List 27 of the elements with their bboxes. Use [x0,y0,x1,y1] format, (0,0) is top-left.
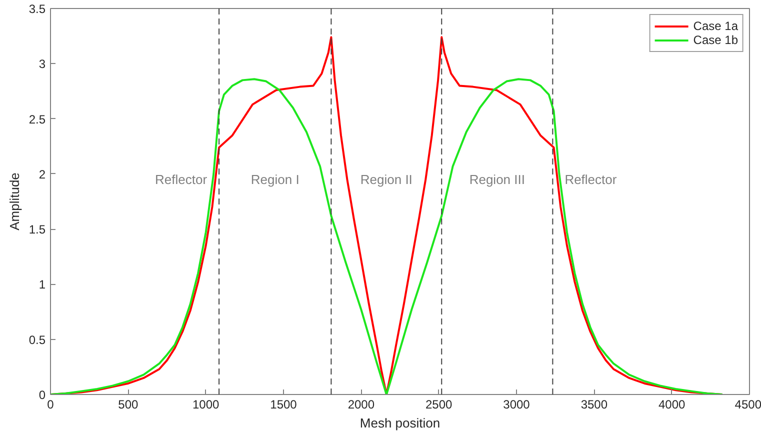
x-tick-label: 1000 [192,398,220,412]
annotation: Region II [360,172,412,187]
annotation: Reflector [155,172,208,187]
y-tick-label: 3.5 [28,2,46,16]
y-axis-title: Amplitude [6,172,22,230]
annotation: Region I [250,172,300,187]
x-tick-label: 4000 [658,398,686,412]
annotation: Reflector [564,172,618,187]
x-tick-label: 3500 [580,398,608,412]
x-tick-label: 500 [118,398,139,412]
legend-label: Case 1b [693,33,738,47]
y-tick-label: 1 [38,278,46,292]
y-tick-label: 1.5 [28,222,46,237]
y-tick-label: 3 [38,57,46,72]
x-axis-title: Mesh position [360,416,440,430]
legend-label: Case 1a [693,19,738,33]
y-tick-label: 2 [38,167,46,182]
annotation: Region III [469,172,525,187]
x-tick-label: 2000 [348,398,375,412]
y-tick-label: 2.5 [28,112,46,126]
x-tick-label: 2500 [425,398,453,412]
x-tick-label: 1500 [270,398,298,412]
x-tick-label: 4500 [734,398,761,412]
x-tick-label: 3000 [503,398,530,412]
y-tick-label: 0 [38,388,46,402]
x-tick-label: 0 [47,398,54,412]
y-tick-label: 0.5 [28,332,46,347]
